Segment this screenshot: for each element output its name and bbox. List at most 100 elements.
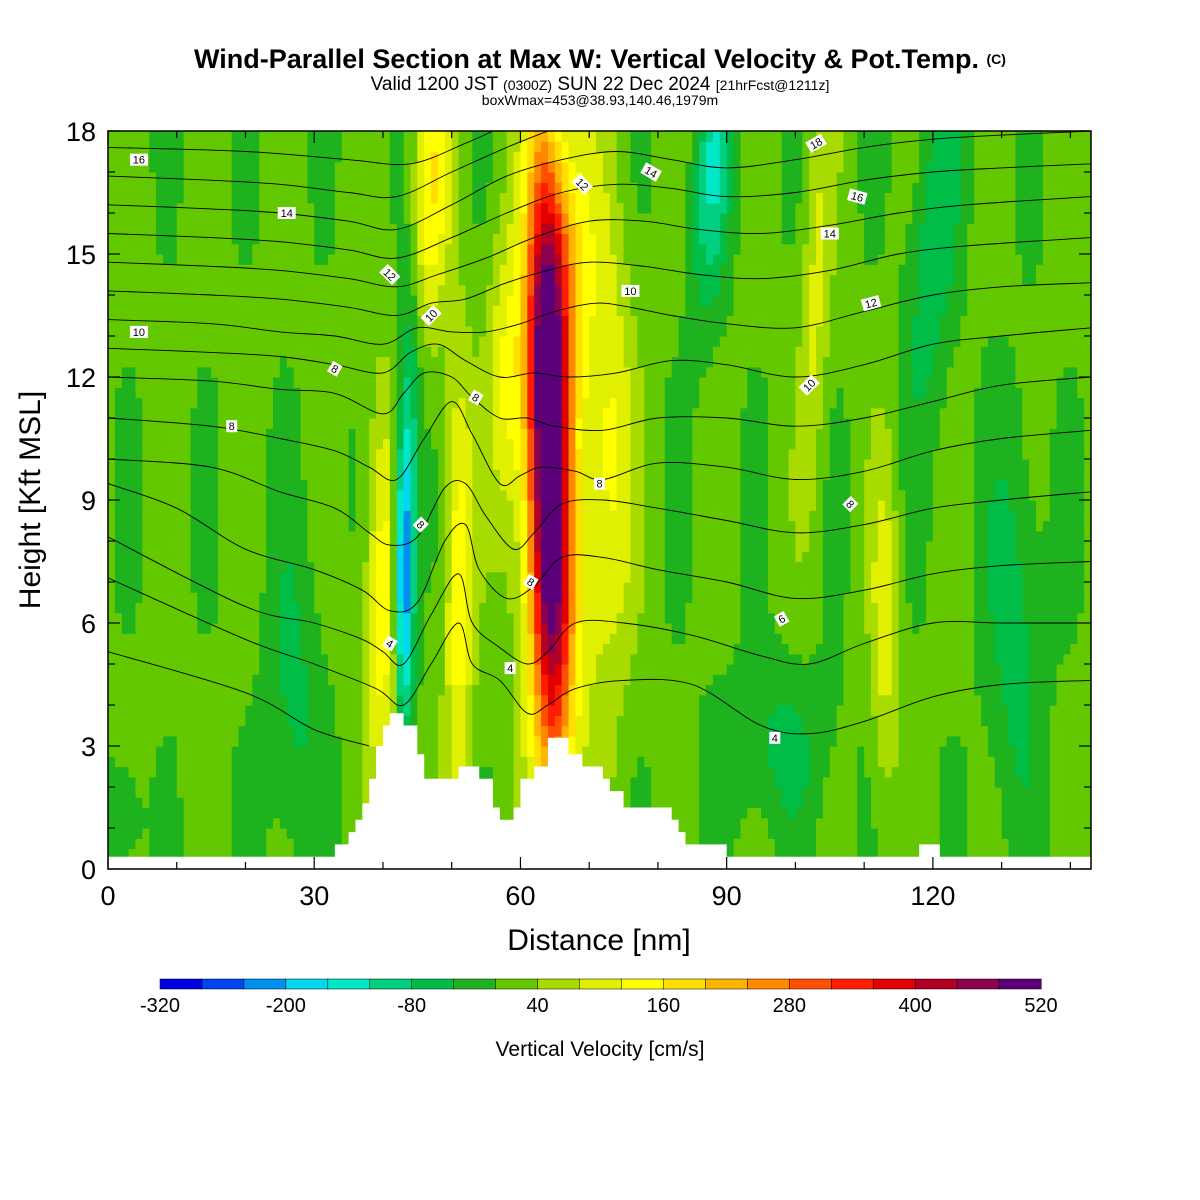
velocity-cell (108, 817, 185, 829)
velocity-cell (417, 561, 432, 573)
velocity-cell (534, 387, 563, 399)
velocity-cell (506, 602, 522, 614)
velocity-cell (259, 664, 281, 675)
velocity-cell (740, 612, 776, 624)
velocity-cell (472, 705, 515, 716)
velocity-cell (479, 643, 515, 655)
velocity-cell (926, 213, 961, 224)
velocity-cell (451, 633, 467, 645)
velocity-cell (788, 807, 797, 819)
velocity-cell (541, 705, 549, 716)
velocity-cell (396, 612, 405, 624)
velocity-cell (465, 612, 473, 624)
contour-label-box (412, 516, 429, 533)
velocity-cell (685, 284, 700, 296)
velocity-cell (465, 284, 487, 296)
velocity-cell (809, 510, 824, 522)
velocity-cell (403, 623, 412, 634)
velocity-cell (767, 715, 803, 727)
velocity-cell (616, 161, 632, 173)
velocity-cell (960, 141, 975, 153)
velocity-cell (850, 510, 865, 522)
velocity-cell (108, 561, 116, 573)
velocity-cell (190, 479, 219, 491)
velocity-cell (121, 612, 137, 624)
velocity-cell (142, 479, 192, 491)
velocity-cell (974, 397, 1023, 409)
velocity-cell (252, 254, 315, 265)
velocity-cell (898, 582, 906, 593)
velocity-cell (699, 787, 783, 798)
velocity-cell (596, 243, 611, 255)
velocity-cell (582, 510, 632, 522)
velocity-cell (898, 325, 913, 337)
velocity-cell (369, 694, 391, 706)
velocity-cell (410, 643, 418, 655)
velocity-cell (465, 530, 473, 542)
velocity-cell (506, 243, 515, 255)
velocity-cell (431, 182, 439, 194)
velocity-cell (451, 510, 467, 522)
velocity-cell (231, 223, 260, 235)
velocity-cell (458, 172, 473, 183)
velocity-cell (389, 489, 398, 501)
velocity-cell (108, 530, 116, 542)
velocity-cell (520, 264, 528, 276)
x-axis-label: Distance [nm] (507, 924, 690, 957)
velocity-cell (410, 377, 418, 388)
velocity-cell (417, 131, 425, 142)
velocity-cell (355, 479, 370, 491)
velocity-cell (458, 202, 473, 214)
velocity-cell (582, 674, 597, 686)
velocity-cell (479, 623, 515, 634)
velocity-cell (403, 510, 412, 522)
velocity-cell (836, 213, 865, 224)
velocity-cell (692, 571, 742, 583)
velocity-cell (644, 571, 666, 583)
velocity-cell (575, 243, 583, 255)
velocity-cell (609, 213, 625, 224)
velocity-cell (437, 746, 453, 757)
velocity-cell (396, 356, 405, 368)
velocity-cell (568, 500, 577, 511)
velocity-cell (376, 530, 391, 542)
velocity-cell (926, 582, 975, 593)
velocity-cell (266, 541, 308, 552)
velocity-cell (444, 612, 453, 624)
velocity-cell (843, 602, 865, 614)
velocity-cell (974, 141, 1016, 153)
velocity-cell (520, 530, 528, 542)
velocity-cell (822, 377, 900, 388)
velocity-cell (740, 243, 803, 255)
velocity-cell (417, 541, 439, 552)
velocity-cell (857, 848, 879, 860)
velocity-cell (547, 684, 556, 696)
velocity-cell (774, 848, 817, 860)
velocity-cell (1001, 807, 1051, 819)
velocity-cell (300, 407, 377, 419)
velocity-cell (389, 151, 405, 163)
velocity-cell (932, 366, 948, 378)
velocity-cell (1084, 541, 1091, 552)
velocity-cell (183, 182, 233, 194)
velocity-cell (534, 172, 542, 183)
velocity-cell (561, 510, 570, 522)
velocity-cell (864, 582, 872, 593)
velocity-cell (156, 233, 178, 245)
velocity-cell (664, 428, 693, 440)
velocity-cell (987, 571, 1023, 583)
velocity-cell (513, 735, 522, 747)
velocity-cell (417, 571, 432, 583)
velocity-cell (1022, 561, 1085, 573)
velocity-cell (664, 489, 693, 501)
velocity-cell (541, 756, 549, 768)
velocity-cell (108, 664, 260, 675)
velocity-cell (898, 520, 906, 532)
velocity-cell (499, 223, 508, 235)
velocity-cell (396, 223, 412, 235)
velocity-cell (121, 623, 137, 634)
velocity-cell (403, 387, 412, 399)
velocity-cell (575, 418, 583, 429)
velocity-cell (829, 746, 858, 757)
velocity-cell (884, 202, 913, 214)
